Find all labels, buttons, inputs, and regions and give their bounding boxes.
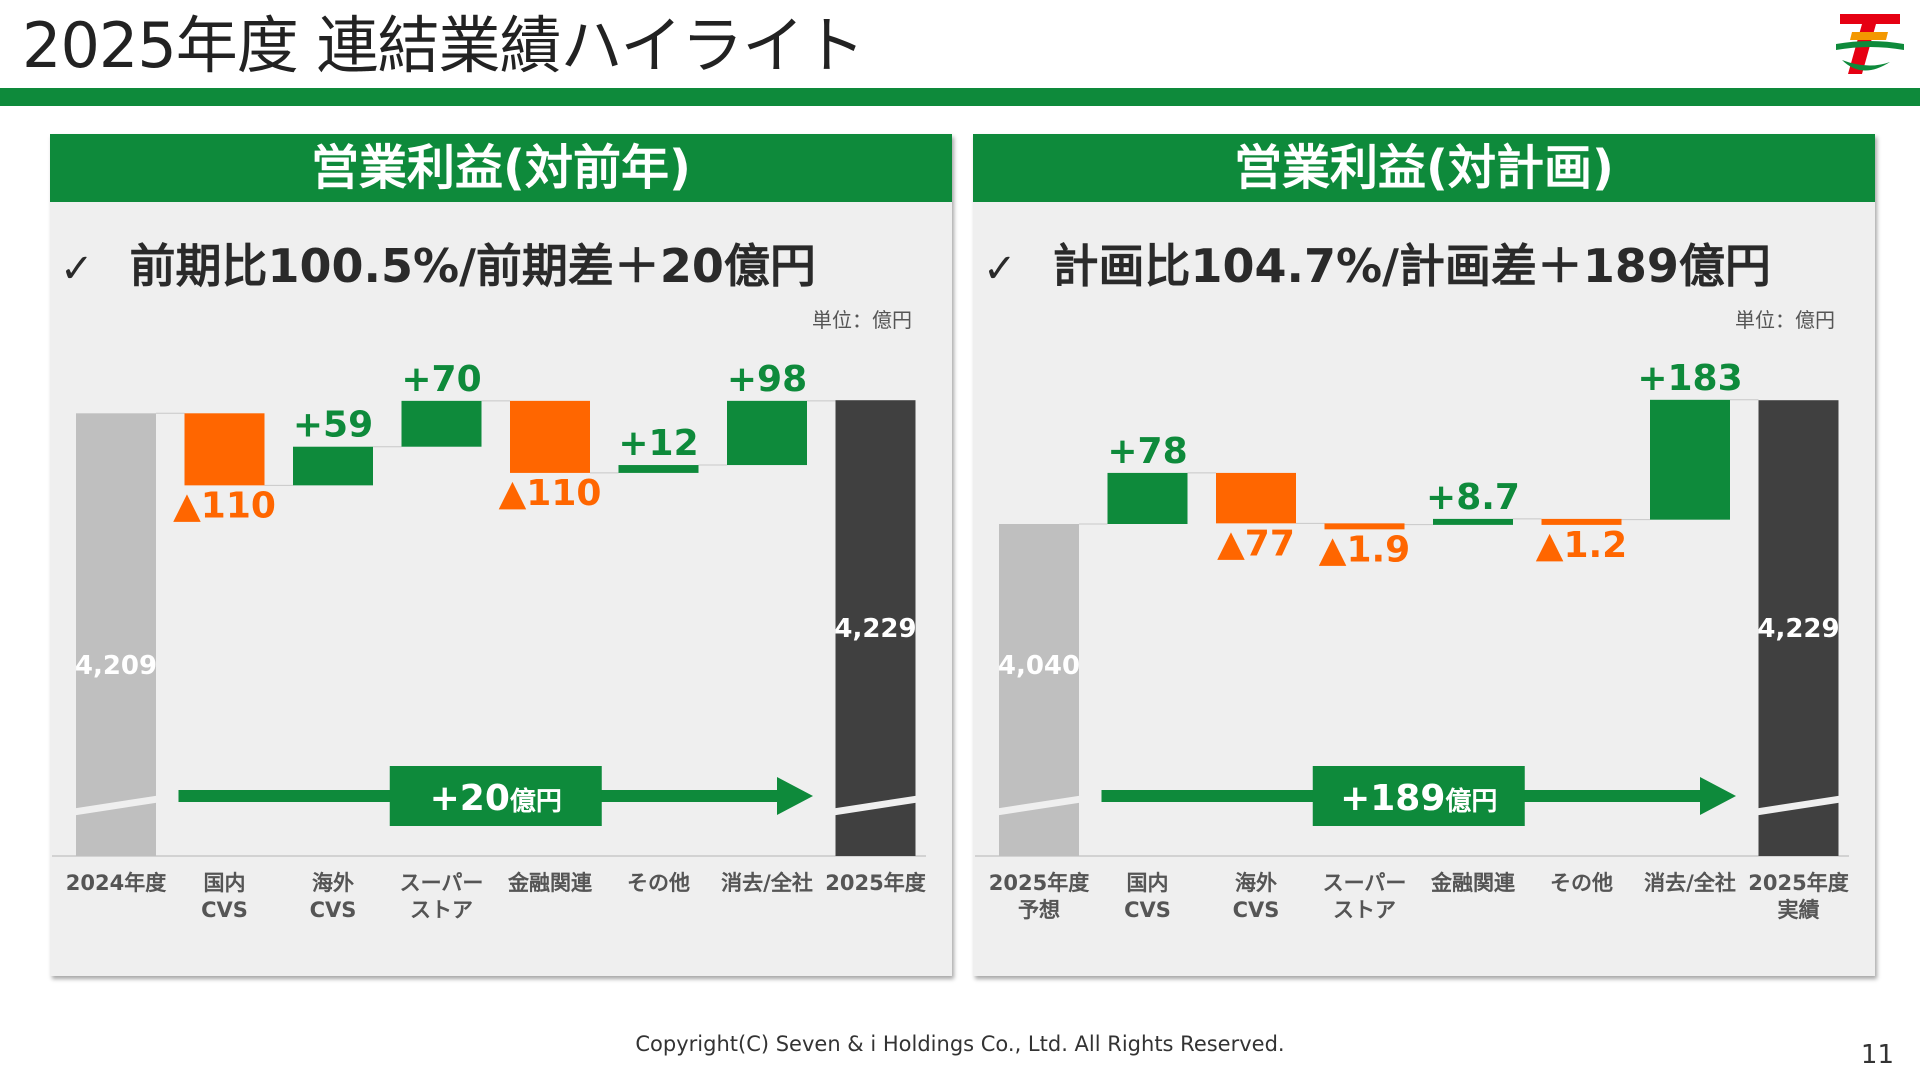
category-label: 国内 <box>204 871 246 895</box>
decrease-bar <box>510 400 590 473</box>
operating-profit-yoy-panel: 営業利益(対前年) ✓ 前期比100.5%/前期差＋20億円 単位：億円 4,20… <box>50 134 952 976</box>
arrow-head-icon <box>777 777 813 815</box>
category-label: 2025年度 <box>825 871 925 895</box>
step-value-label: +98 <box>727 359 807 400</box>
start-value-label: 4,040 <box>998 651 1080 681</box>
category-label: スーパー <box>1323 871 1407 895</box>
copyright-footer: Copyright(C) Seven & i Holdings Co., Ltd… <box>635 1032 1285 1056</box>
end-value-label: 4,229 <box>1757 614 1839 644</box>
step-value-label: ▲110 <box>173 485 276 526</box>
decrease-bar <box>184 413 265 486</box>
category-label: 金融関連 <box>507 871 593 895</box>
category-label: CVS <box>1233 898 1280 922</box>
panel-headline: ✓ 前期比100.5%/前期差＋20億円 <box>60 230 816 296</box>
axis-break-mark <box>823 794 928 817</box>
category-label: CVS <box>1124 898 1171 922</box>
step-value-label: +8.7 <box>1426 477 1520 518</box>
category-label: その他 <box>627 871 690 895</box>
axis-break-mark <box>1746 794 1851 817</box>
check-icon: ✓ <box>983 246 1017 292</box>
step-value-label: ▲1.9 <box>1319 529 1410 570</box>
step-value-label: +183 <box>1637 358 1742 399</box>
category-label: 国内 <box>1127 871 1169 895</box>
end-value-label: 4,229 <box>834 614 916 644</box>
axis-break-mark <box>987 794 1091 817</box>
unit-label: 単位：億円 <box>1735 308 1835 332</box>
category-label: 海外 <box>1235 871 1277 895</box>
decrease-bar <box>1216 472 1296 524</box>
step-value-label: +12 <box>618 423 698 464</box>
category-label: 2024年度 <box>66 871 166 895</box>
increase-bar <box>1433 518 1513 525</box>
step-value-label: +59 <box>293 405 373 446</box>
total-change-box <box>389 766 602 826</box>
step-value-label: +78 <box>1107 431 1187 472</box>
page-number: 11 <box>1860 1040 1894 1070</box>
increase-bar <box>293 446 373 486</box>
category-label: 海外 <box>312 871 354 895</box>
total-change-label: +189億円 <box>1340 778 1497 819</box>
category-label: 金融関連 <box>1430 871 1516 895</box>
end-bar <box>1758 400 1839 856</box>
panel-header: 営業利益(対前年) <box>50 134 952 202</box>
check-icon: ✓ <box>60 246 94 292</box>
category-label: 消去/全社 <box>721 871 813 895</box>
title-divider-bar <box>0 88 1920 106</box>
category-label: 2025年度 <box>989 871 1089 895</box>
category-label: 消去/全社 <box>1644 871 1736 895</box>
category-label: ストア <box>410 898 473 922</box>
start-bar <box>76 413 156 856</box>
increase-bar <box>727 400 807 466</box>
category-label: CVS <box>310 898 357 922</box>
headline-text: 前期比100.5%/前期差＋20億円 <box>129 239 816 293</box>
increase-bar <box>1650 399 1730 520</box>
seven-i-logo <box>1836 14 1904 74</box>
panel-headline: ✓ 計画比104.7%/計画差＋189億円 <box>983 230 1771 296</box>
operating-profit-vs-plan-panel: 営業利益(対計画) ✓ 計画比104.7%/計画差＋189億円 単位：億円 4,0… <box>973 134 1875 976</box>
category-label: 2025年度 <box>1748 871 1848 895</box>
axis-break-mark <box>64 794 168 817</box>
waterfall-chart-yoy: 4,209 ▲110 +59 +70 ▲110 +12 +98 4,229 +20億円 2024年… <box>52 359 928 922</box>
step-value-label: ▲1.2 <box>1536 525 1627 566</box>
category-label: 実績 <box>1778 898 1820 922</box>
waterfall-chart-vs-plan: 4,040 +78 ▲77 ▲1.9 +8.7 ▲1.2 +183 4,229 +189億円 20… <box>975 358 1851 922</box>
decrease-bar <box>1541 518 1622 525</box>
category-label: ストア <box>1333 898 1396 922</box>
category-label: CVS <box>201 898 248 922</box>
start-value-label: 4,209 <box>75 651 157 681</box>
step-value-label: ▲110 <box>499 473 602 514</box>
headline-text: 計画比104.7%/計画差＋189億円 <box>1052 239 1771 293</box>
category-label: その他 <box>1550 871 1613 895</box>
arrow-head-icon <box>1700 777 1736 815</box>
end-bar <box>835 400 916 856</box>
increase-bar <box>1107 472 1188 524</box>
category-label: スーパー <box>400 871 484 895</box>
panel-header: 営業利益(対計画) <box>973 134 1875 202</box>
category-label: 予想 <box>1018 898 1060 922</box>
unit-label: 単位：億円 <box>812 308 912 332</box>
increase-bar <box>401 400 482 447</box>
increase-bar <box>618 465 699 473</box>
decrease-bar <box>1324 523 1405 530</box>
step-value-label: ▲77 <box>1217 523 1295 564</box>
step-value-label: +70 <box>401 359 481 400</box>
total-change-box <box>1312 766 1525 826</box>
total-change-label: +20億円 <box>430 778 562 819</box>
page-title: 2025年度 連結業績ハイライト <box>22 9 865 82</box>
